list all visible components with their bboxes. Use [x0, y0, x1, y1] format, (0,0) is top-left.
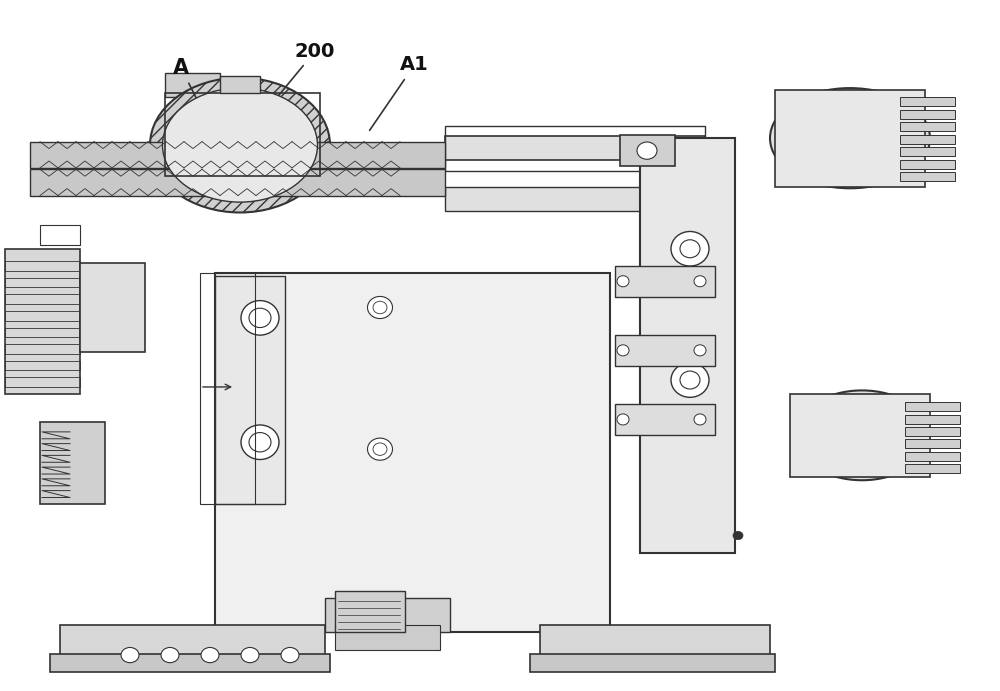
Ellipse shape — [770, 88, 930, 188]
FancyBboxPatch shape — [620, 135, 675, 166]
FancyBboxPatch shape — [905, 464, 960, 473]
Text: A: A — [173, 58, 212, 129]
Text: A1: A1 — [370, 55, 429, 131]
FancyBboxPatch shape — [445, 187, 705, 211]
FancyBboxPatch shape — [180, 93, 205, 102]
Ellipse shape — [617, 414, 629, 425]
Ellipse shape — [794, 390, 930, 480]
Ellipse shape — [201, 647, 219, 663]
Ellipse shape — [617, 276, 629, 287]
FancyBboxPatch shape — [325, 598, 450, 632]
FancyBboxPatch shape — [905, 427, 960, 436]
FancyBboxPatch shape — [30, 142, 445, 168]
FancyBboxPatch shape — [900, 110, 955, 119]
Ellipse shape — [694, 345, 706, 356]
FancyBboxPatch shape — [900, 97, 955, 106]
FancyBboxPatch shape — [615, 335, 715, 366]
FancyBboxPatch shape — [905, 439, 960, 448]
Ellipse shape — [162, 88, 318, 202]
Ellipse shape — [241, 301, 279, 335]
FancyBboxPatch shape — [790, 394, 930, 477]
FancyBboxPatch shape — [900, 160, 955, 169]
FancyBboxPatch shape — [335, 625, 440, 650]
Ellipse shape — [150, 78, 330, 213]
FancyBboxPatch shape — [900, 147, 955, 156]
FancyBboxPatch shape — [80, 263, 145, 352]
Text: 200: 200 — [267, 41, 335, 110]
Ellipse shape — [671, 231, 709, 266]
Ellipse shape — [161, 647, 179, 663]
Ellipse shape — [281, 647, 299, 663]
FancyBboxPatch shape — [5, 249, 80, 394]
Ellipse shape — [733, 531, 743, 540]
FancyBboxPatch shape — [900, 172, 955, 181]
FancyBboxPatch shape — [165, 73, 220, 97]
FancyBboxPatch shape — [215, 273, 610, 632]
FancyBboxPatch shape — [60, 625, 325, 663]
FancyBboxPatch shape — [50, 654, 330, 672]
Ellipse shape — [241, 425, 279, 460]
FancyBboxPatch shape — [905, 415, 960, 424]
Ellipse shape — [241, 647, 259, 663]
Ellipse shape — [368, 438, 392, 460]
Ellipse shape — [637, 142, 657, 160]
FancyBboxPatch shape — [640, 138, 735, 553]
FancyBboxPatch shape — [40, 422, 105, 504]
Ellipse shape — [671, 363, 709, 397]
FancyBboxPatch shape — [445, 136, 705, 160]
FancyBboxPatch shape — [900, 135, 955, 144]
FancyBboxPatch shape — [335, 591, 405, 632]
FancyBboxPatch shape — [900, 122, 955, 131]
Ellipse shape — [694, 414, 706, 425]
FancyBboxPatch shape — [905, 452, 960, 461]
Ellipse shape — [694, 276, 706, 287]
Ellipse shape — [617, 345, 629, 356]
FancyBboxPatch shape — [220, 76, 260, 93]
FancyBboxPatch shape — [615, 404, 715, 435]
Ellipse shape — [368, 296, 392, 319]
FancyBboxPatch shape — [30, 169, 445, 196]
FancyBboxPatch shape — [905, 402, 960, 411]
Ellipse shape — [121, 647, 139, 663]
FancyBboxPatch shape — [540, 625, 770, 663]
FancyBboxPatch shape — [615, 266, 715, 297]
FancyBboxPatch shape — [215, 276, 285, 504]
FancyBboxPatch shape — [530, 654, 775, 672]
FancyBboxPatch shape — [775, 90, 925, 187]
